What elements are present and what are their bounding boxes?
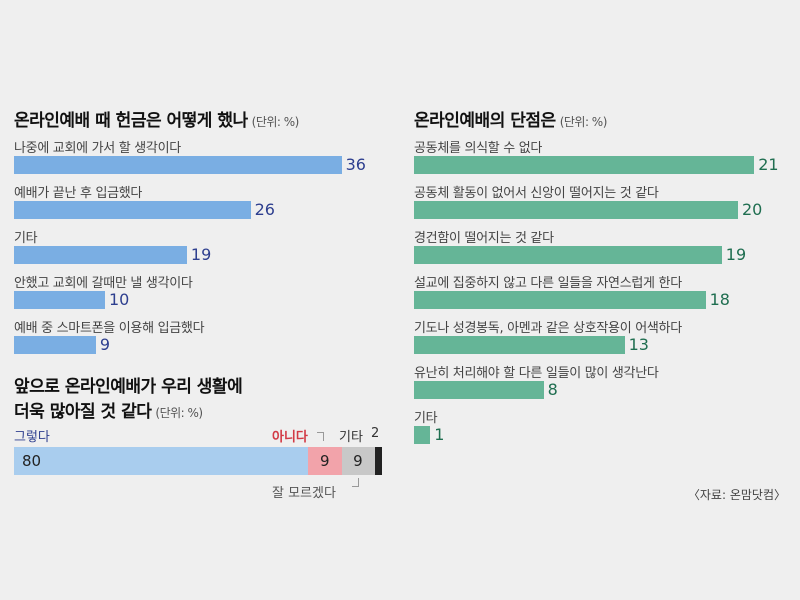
- chart2-value-label: 8: [547, 380, 558, 399]
- chart1-category-label: 기타: [14, 231, 38, 246]
- chart3-segment: [308, 447, 342, 475]
- chart2-bar: [414, 246, 722, 264]
- chart2-value-label: 13: [628, 335, 649, 354]
- chart1-title-text: 온라인예배 때 헌금은 어떻게 했나: [14, 111, 248, 131]
- chart3-label-connector: [317, 432, 324, 441]
- chart2-value-label: 21: [758, 155, 779, 174]
- chart1-value-label: 9: [99, 335, 111, 354]
- chart2-bar: [414, 156, 755, 174]
- source-note: 〈자료: 온맘닷컴〉: [687, 488, 786, 502]
- chart2-bar: [414, 381, 544, 399]
- chart2-category-label: 공동체를 의식할 수 없다: [414, 141, 543, 156]
- chart2-category-label: 기도나 성경봉독, 아멘과 같은 상호작용이 어색하다: [414, 321, 682, 336]
- chart1-value-label: 36: [345, 155, 366, 174]
- chart3-segment: [14, 447, 309, 475]
- chart3-title-line2: 더욱 많아질 것 같다 (단위: %): [14, 397, 203, 422]
- chart3-segment: [374, 447, 382, 475]
- chart1-bar: [14, 246, 187, 264]
- chart1-value-label: 19: [190, 245, 212, 264]
- chart2-category-label: 설교에 집중하지 않고 다른 일들을 자연스럽게 한다: [414, 276, 682, 291]
- chart2-unit: (단위: %): [559, 115, 608, 129]
- chart3-series-label: 그렇다: [14, 430, 50, 445]
- chart3-segment: [341, 447, 375, 475]
- chart1-title: 온라인예배 때 헌금은 어떻게 했나 (단위: %): [14, 106, 299, 131]
- chart3-title-line2-text: 더욱 많아질 것 같다: [14, 402, 152, 422]
- chart2-value-label: 18: [709, 290, 730, 309]
- chart3-series-label: 아니다: [272, 430, 308, 445]
- chart2-value-label: 19: [725, 245, 747, 264]
- chart1-bar: [14, 336, 96, 354]
- chart1-value-label: 26: [254, 200, 275, 219]
- chart2-category-label: 유난히 처리해야 할 다른 일들이 많이 생각난다: [414, 366, 659, 381]
- chart2-bar: [414, 201, 738, 219]
- chart2-value-label: 20: [742, 200, 763, 219]
- chart3-segment-value: 9: [319, 452, 330, 470]
- chart3-series-label: 잘 모르겠다: [272, 486, 336, 501]
- chart3-segment-value: 9: [353, 452, 363, 470]
- chart2-category-label: 기타: [414, 411, 438, 426]
- chart2-category-label: 공동체 활동이 없어서 신앙이 떨어지는 것 같다: [414, 186, 659, 201]
- chart1-unit: (단위: %): [251, 115, 300, 129]
- chart1-bar: [14, 156, 342, 174]
- chart2-title-text: 온라인예배의 단점은: [414, 111, 556, 131]
- chart1-category-label: 안했고 교회에 갈때만 낼 생각이다: [14, 276, 193, 291]
- chart3-series-label: 기타: [339, 430, 363, 445]
- chart3-unit: (단위: %): [155, 406, 203, 420]
- chart2-category-label: 경건함이 떨어지는 것 같다: [414, 231, 554, 246]
- chart1-category-label: 예배가 끝난 후 입금했다: [14, 186, 143, 201]
- chart2-bar: [414, 336, 625, 354]
- chart3-segment-value: 80: [22, 452, 42, 470]
- chart2-title: 온라인예배의 단점은 (단위: %): [414, 106, 607, 131]
- chart2-value-label: 1: [434, 425, 445, 444]
- chart3-segment-value: 2: [371, 426, 380, 441]
- chart1-category-label: 나중에 교회에 가서 할 생각이다: [14, 141, 181, 156]
- chart1-value-label: 10: [109, 290, 130, 309]
- chart1-bar: [14, 201, 251, 219]
- chart2-bar: [414, 291, 706, 309]
- chart3-label-connector: [352, 478, 359, 487]
- chart3-title-line1: 앞으로 온라인예배가 우리 생활에: [14, 377, 243, 397]
- chart1-bar: [14, 291, 105, 309]
- chart2-bar: [414, 426, 431, 444]
- chart1-category-label: 예배 중 스마트폰을 이용해 입금했다: [14, 321, 205, 336]
